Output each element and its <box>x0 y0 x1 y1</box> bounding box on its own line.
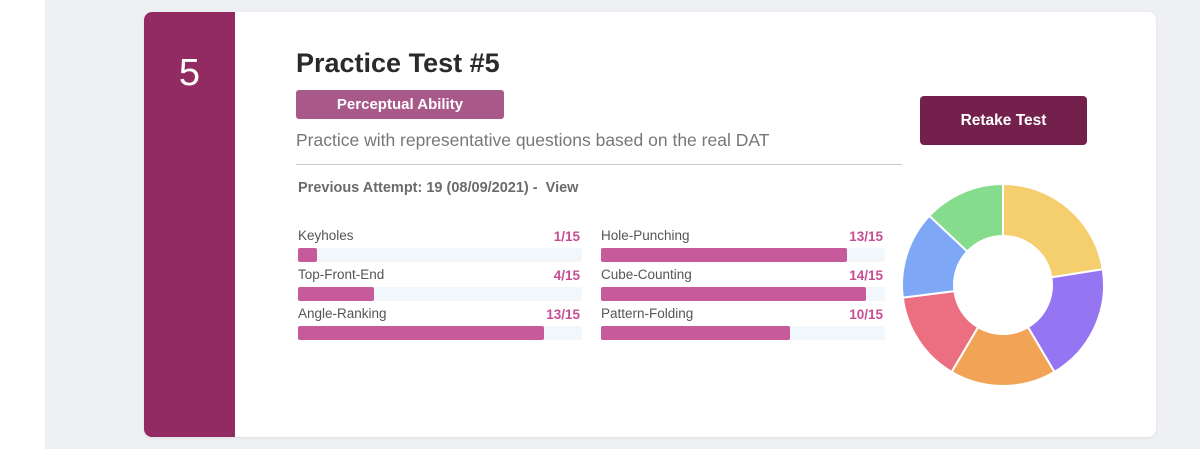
metric-score: 1/15 <box>553 229 580 244</box>
progress-track <box>298 248 582 262</box>
progress-fill <box>601 287 867 301</box>
metric-label: Pattern-Folding <box>601 306 694 321</box>
progress-track <box>601 287 885 301</box>
donut-slices <box>901 182 1105 387</box>
progress-track <box>298 326 582 340</box>
metric-label: Top-Front-End <box>298 267 385 282</box>
donut-slice-6 <box>927 182 1004 253</box>
practice-test-card: 5 Practice Test #5 Perceptual Ability Pr… <box>144 12 1156 437</box>
metric-score: 13/15 <box>849 229 883 244</box>
test-description: Practice with representative questions b… <box>296 130 770 150</box>
test-number: 5 <box>178 52 201 94</box>
metric-label: Angle-Ranking <box>298 306 387 321</box>
page-title: Practice Test #5 <box>296 48 500 78</box>
metric-cube-counting: Cube-Counting 14/15 <box>601 267 885 307</box>
progress-fill <box>298 287 374 301</box>
progress-fill <box>601 326 791 340</box>
metric-label: Keyholes <box>298 228 354 243</box>
progress-fill <box>298 326 545 340</box>
metric-score: 10/15 <box>849 307 883 322</box>
divider <box>296 164 902 165</box>
progress-track <box>601 326 885 340</box>
section-badge: Perceptual Ability <box>296 90 504 119</box>
previous-attempt: Previous Attempt: 19 (08/09/2021) - View <box>298 180 578 196</box>
retake-test-button[interactable]: Retake Test <box>920 96 1087 145</box>
metric-angle-ranking: Angle-Ranking 13/15 <box>298 306 582 346</box>
metric-score: 4/15 <box>553 268 580 283</box>
view-attempt-link[interactable]: View <box>545 180 579 196</box>
progress-track <box>601 248 885 262</box>
progress-track <box>298 287 582 301</box>
metric-score: 14/15 <box>849 268 883 283</box>
metric-label: Hole-Punching <box>601 228 690 243</box>
metric-hole-punching: Hole-Punching 13/15 <box>601 228 885 268</box>
previous-attempt-text: Previous Attempt: 19 (08/09/2021) - <box>298 180 538 196</box>
metric-score: 13/15 <box>546 307 580 322</box>
progress-fill <box>298 248 317 262</box>
test-number-strip: 5 <box>144 12 235 437</box>
metric-top-front-end: Top-Front-End 4/15 <box>298 267 582 307</box>
donut-slice-1 <box>1002 182 1104 279</box>
progress-fill <box>601 248 848 262</box>
score-donut-chart <box>901 182 1105 387</box>
metric-keyholes: Keyholes 1/15 <box>298 228 582 268</box>
metric-pattern-folding: Pattern-Folding 10/15 <box>601 306 885 346</box>
metric-label: Cube-Counting <box>601 267 692 282</box>
